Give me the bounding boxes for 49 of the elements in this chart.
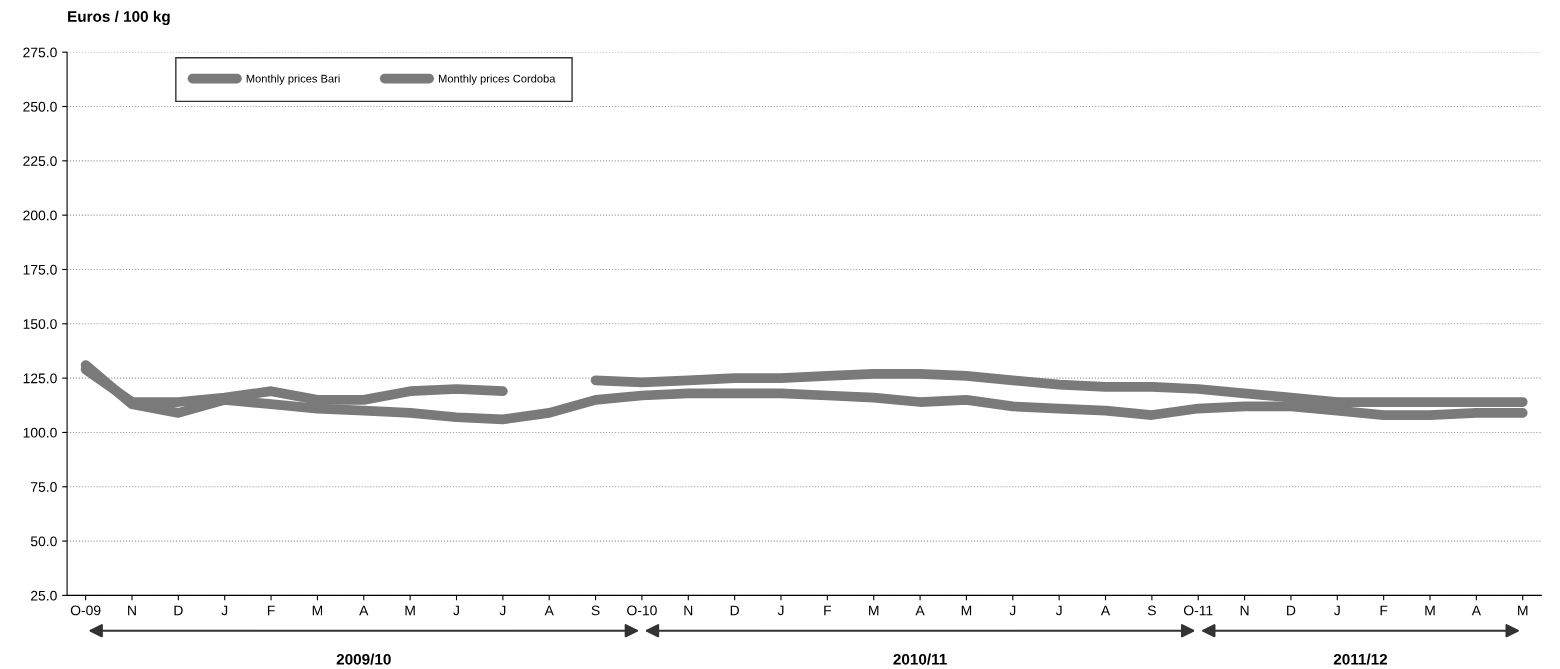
x-tick-label: F [1380, 605, 1388, 616]
x-tick-label: M [312, 605, 323, 616]
x-tick-label: D [174, 605, 183, 616]
x-tick-label: N [128, 605, 136, 616]
legend-label: Monthly prices Cordoba [438, 74, 556, 85]
x-tick-label: D [730, 605, 739, 616]
x-tick-label: J [1055, 605, 1062, 616]
x-tick-label: J [499, 605, 506, 616]
text: 2011/12 [1333, 653, 1388, 665]
text: 2010/11 [893, 653, 947, 665]
x-tick-label: O-10 [627, 605, 657, 616]
x-tick-label: A [1471, 605, 1481, 616]
y-axis-title: Euros / 100 kg [68, 10, 170, 26]
text: 2009/10 [336, 653, 391, 665]
x-tick-label: N [1240, 605, 1249, 616]
x-tick-label: J [1334, 605, 1340, 616]
y-tick-label: 75.0 [31, 482, 57, 492]
legend-label: Monthly prices Bari [246, 74, 340, 85]
x-tick-label: O-09 [70, 605, 101, 616]
y-tick-label: 250.0 [23, 101, 57, 112]
x-tick-label: S [1147, 605, 1156, 616]
x-tick-label: F [267, 605, 275, 616]
x-tick-label: A [359, 605, 369, 616]
x-tick-label: S [591, 605, 600, 616]
y-tick-label: 175.0 [23, 264, 57, 275]
x-tick-label: M [869, 605, 879, 616]
y-tick-label: 225.0 [23, 156, 57, 166]
x-tick-label: M [961, 605, 972, 616]
x-tick-label: J [777, 605, 784, 616]
x-tick-label: J [1009, 605, 1016, 616]
y-tick-label: 100.0 [23, 427, 57, 438]
x-tick-label: A [544, 605, 554, 616]
y-tick-label: 150.0 [23, 319, 57, 329]
x-tick-label: M [1518, 605, 1528, 616]
x-tick-label: D [1287, 605, 1296, 616]
y-tick-label: 25.0 [31, 590, 57, 601]
x-tick-label: N [684, 605, 693, 616]
x-tick-label: A [1100, 605, 1111, 616]
y-tick-label: 125.0 [23, 373, 57, 384]
x-tick-label: A [915, 605, 925, 616]
y-tick-label: 200.0 [23, 210, 57, 221]
y-tick-label: 50.0 [30, 536, 57, 547]
x-tick-label: F [824, 605, 832, 616]
x-tick-label: M [1425, 605, 1435, 616]
y-tick-label: 275.0 [23, 47, 57, 58]
x-tick-label: J [453, 605, 459, 616]
x-tick-label: O-11 [1183, 605, 1213, 616]
x-tick-label: M [405, 605, 415, 616]
x-tick-label: J [221, 605, 228, 616]
